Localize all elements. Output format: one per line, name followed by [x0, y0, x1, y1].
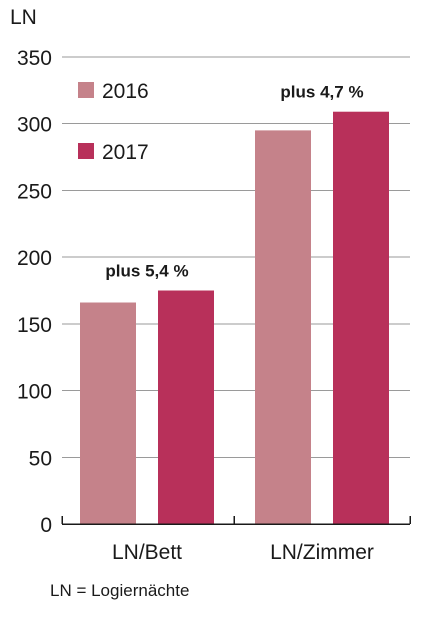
bar-2017-ln-bett [158, 290, 214, 524]
y-tick-label: 100 [17, 381, 52, 404]
bar-2016-ln-zimmer [255, 130, 311, 524]
change-annotation: plus 5,4 % [105, 262, 188, 281]
y-axis-unit-label: LN [10, 6, 37, 29]
y-tick-label: 150 [17, 314, 52, 337]
y-tick-label: 50 [29, 447, 52, 470]
y-tick-label: 350 [17, 47, 52, 70]
category-labels: LN/Bett LN/Zimmer [112, 541, 374, 564]
y-tick-label: 200 [17, 247, 52, 270]
legend-label-2017: 2017 [102, 141, 149, 164]
bar-2017-ln-zimmer [333, 111, 389, 524]
annotations: plus 5,4 % plus 4,7 % [105, 83, 363, 281]
y-tick-label: 300 [17, 114, 52, 137]
x-category-label: LN/Bett [112, 541, 182, 564]
legend-swatch-2016 [78, 82, 94, 98]
y-tick-label: 0 [40, 514, 52, 537]
bars [80, 111, 389, 524]
legend-swatch-2017 [78, 143, 94, 159]
footnote: LN = Logiernächte [50, 581, 189, 600]
legend-label-2016: 2016 [102, 80, 149, 103]
y-tick-label: 250 [17, 180, 52, 203]
y-tick-labels: 0 50 100 150 200 250 300 350 [17, 47, 52, 537]
x-axis [61, 516, 411, 525]
change-annotation: plus 4,7 % [280, 83, 363, 102]
legend: 2016 2017 [78, 80, 149, 164]
bar-2016-ln-bett [80, 302, 136, 524]
x-category-label: LN/Zimmer [270, 541, 374, 564]
